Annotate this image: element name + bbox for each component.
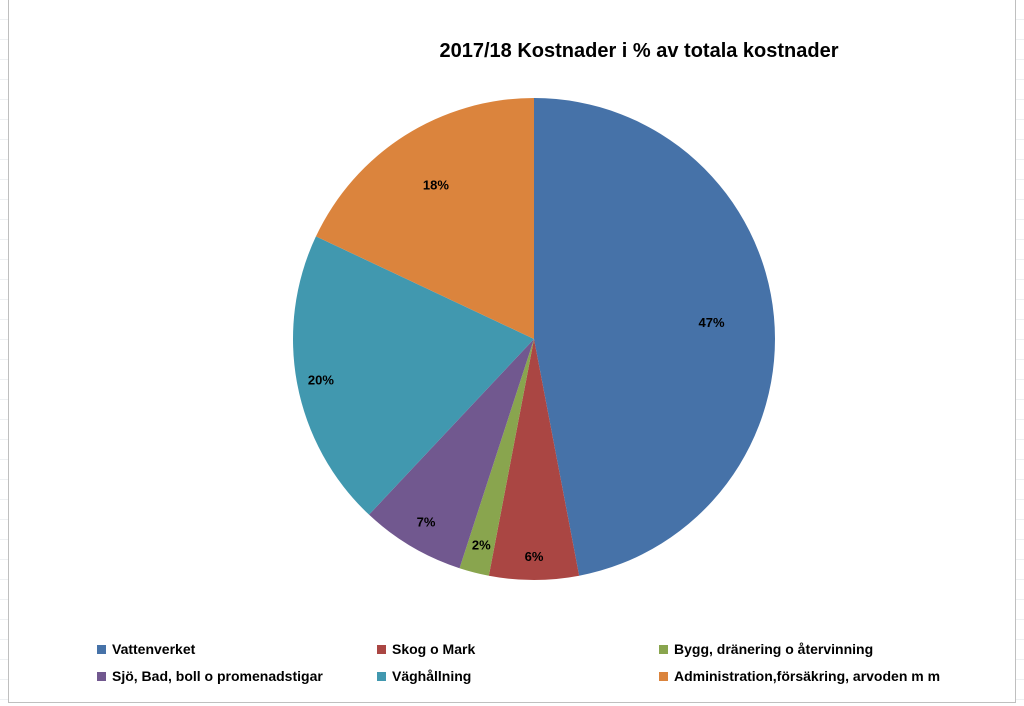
legend-label: Skog o Mark — [392, 641, 476, 657]
legend: Vattenverket Skog o Mark Bygg, dränering o… — [97, 641, 997, 697]
pie-slice[interactable] — [534, 98, 775, 576]
legend-item: Sjö, Bad, boll o promenadstigar — [97, 668, 323, 684]
legend-item: Skog o Mark — [377, 641, 475, 657]
pie-slice[interactable] — [459, 339, 534, 576]
chart-title: 2017/18 Kostnader i % av totala kostnade… — [439, 40, 839, 62]
legend-label: Väghållning — [392, 668, 472, 684]
legend-swatch — [97, 644, 106, 654]
legend-item: Väghållning — [377, 668, 471, 684]
legend-item: Bygg, dränering o återvinning — [659, 641, 873, 657]
pie-chart: 47% 6% 2% 7% 20% 18% — [293, 98, 775, 580]
legend-swatch — [659, 671, 668, 681]
slice-data-label: 2% — [472, 537, 491, 552]
legend-swatch — [377, 644, 386, 654]
slice-data-label: 18% — [423, 177, 449, 192]
pie-slice[interactable] — [369, 339, 534, 569]
legend-label: Bygg, dränering o återvinning — [674, 641, 874, 657]
legend-swatch — [659, 644, 668, 654]
legend-swatch — [97, 671, 106, 681]
slice-data-label: 6% — [525, 549, 544, 564]
legend-swatch — [377, 671, 386, 681]
legend-item: Administration,försäkring, arvoden m m — [659, 668, 940, 684]
pie-slice[interactable] — [488, 339, 580, 580]
legend-label: Sjö, Bad, boll o promenadstigar — [112, 668, 323, 684]
slice-data-label: 20% — [308, 373, 334, 388]
pie-slice[interactable] — [293, 236, 534, 515]
slice-data-label: 7% — [417, 515, 436, 530]
slice-data-label: 47% — [698, 315, 724, 330]
pie-slice[interactable] — [315, 98, 534, 339]
legend-label: Vattenverket — [112, 641, 196, 657]
legend-label: Administration,försäkring, arvoden m m — [674, 668, 941, 684]
chart-area[interactable]: 2017/18 Kostnader i % av totala kostnade… — [8, 0, 1016, 703]
legend-item: Vattenverket — [97, 641, 195, 657]
